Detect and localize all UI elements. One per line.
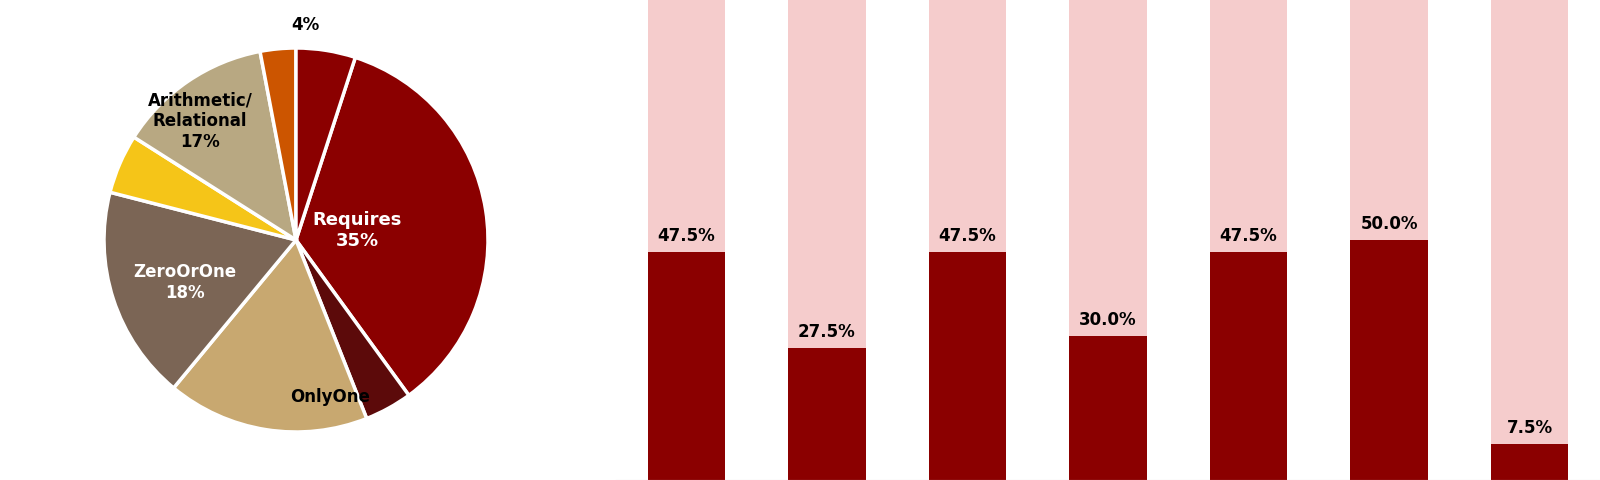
Bar xyxy=(928,252,1006,480)
Bar xyxy=(1350,0,1427,480)
Wedge shape xyxy=(261,48,296,240)
Bar xyxy=(789,348,866,480)
Bar xyxy=(789,0,866,480)
Wedge shape xyxy=(110,137,296,240)
Text: 27.5%: 27.5% xyxy=(798,323,856,341)
Bar xyxy=(1491,444,1568,480)
Text: 50.0%: 50.0% xyxy=(1360,215,1418,233)
Wedge shape xyxy=(296,240,410,419)
Text: 7.5%: 7.5% xyxy=(1507,419,1552,437)
Bar xyxy=(1210,252,1288,480)
Wedge shape xyxy=(134,51,296,240)
Bar xyxy=(1210,0,1288,480)
Wedge shape xyxy=(296,48,355,240)
Text: 47.5%: 47.5% xyxy=(939,227,997,245)
Text: Requires
35%: Requires 35% xyxy=(312,211,402,250)
Bar xyxy=(1350,240,1427,480)
Bar xyxy=(928,0,1006,480)
Bar xyxy=(1491,0,1568,480)
Text: 47.5%: 47.5% xyxy=(658,227,715,245)
Wedge shape xyxy=(296,58,488,396)
Bar xyxy=(1069,0,1147,480)
Text: 30.0%: 30.0% xyxy=(1078,311,1138,329)
Text: ZeroOrOne
18%: ZeroOrOne 18% xyxy=(133,263,237,301)
Wedge shape xyxy=(174,240,366,432)
Text: OnlyOne: OnlyOne xyxy=(291,388,371,407)
Wedge shape xyxy=(104,192,296,388)
Text: 4%: 4% xyxy=(291,16,320,34)
Bar xyxy=(1069,336,1147,480)
Bar xyxy=(648,0,725,480)
Bar xyxy=(648,252,725,480)
Text: Arithmetic/
Relational
17%: Arithmetic/ Relational 17% xyxy=(147,91,253,151)
Text: 47.5%: 47.5% xyxy=(1219,227,1277,245)
